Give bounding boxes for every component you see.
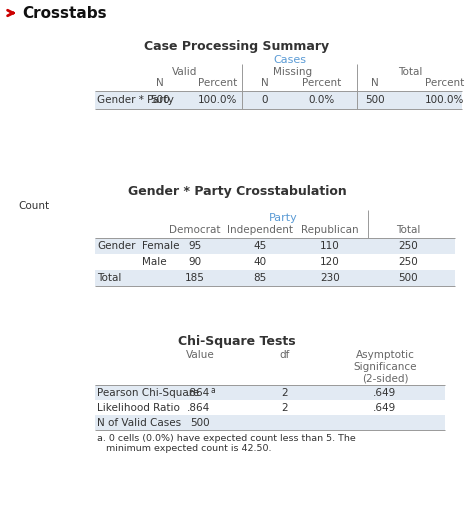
Bar: [95, 385, 445, 400]
Text: 0.0%: 0.0%: [309, 95, 335, 105]
Text: 85: 85: [254, 273, 266, 283]
Text: Total: Total: [97, 273, 121, 283]
Bar: [95, 270, 455, 286]
Bar: [95, 400, 445, 415]
Text: .864: .864: [187, 388, 210, 398]
Text: 90: 90: [189, 257, 201, 267]
Text: N of Valid Cases: N of Valid Cases: [97, 418, 181, 428]
Text: 250: 250: [398, 241, 418, 251]
Text: .649: .649: [374, 403, 397, 413]
Text: 500: 500: [398, 273, 418, 283]
Text: 40: 40: [254, 257, 266, 267]
Text: Male: Male: [142, 257, 167, 267]
Bar: [95, 91, 462, 109]
Bar: [95, 415, 445, 430]
Text: 110: 110: [320, 241, 340, 251]
Text: Independent: Independent: [227, 225, 293, 235]
Text: Pearson Chi-Square: Pearson Chi-Square: [97, 388, 199, 398]
Text: Democrat: Democrat: [169, 225, 221, 235]
Text: Female: Female: [142, 241, 180, 251]
Bar: [95, 254, 455, 270]
Text: 100.0%: 100.0%: [198, 95, 237, 105]
Text: 250: 250: [398, 257, 418, 267]
Text: a: a: [211, 386, 216, 395]
Text: 185: 185: [185, 273, 205, 283]
Text: Total: Total: [398, 67, 422, 77]
Text: 95: 95: [188, 241, 201, 251]
Text: Count: Count: [18, 201, 49, 211]
Text: Gender: Gender: [97, 241, 136, 251]
Text: Percent: Percent: [199, 78, 237, 88]
Text: 500: 500: [150, 95, 170, 105]
Text: Total: Total: [396, 225, 420, 235]
Text: 230: 230: [320, 273, 340, 283]
Text: 0: 0: [262, 95, 268, 105]
Text: 45: 45: [254, 241, 266, 251]
Text: Missing: Missing: [273, 67, 312, 77]
Text: 500: 500: [365, 95, 385, 105]
Text: Case Processing Summary: Case Processing Summary: [145, 40, 329, 53]
Text: a. 0 cells (0.0%) have expected count less than 5. The
   minimum expected count: a. 0 cells (0.0%) have expected count le…: [97, 434, 356, 454]
Bar: [95, 238, 455, 254]
Text: Valid: Valid: [173, 67, 198, 77]
Text: Likelihood Ratio: Likelihood Ratio: [97, 403, 180, 413]
Text: Crosstabs: Crosstabs: [22, 6, 107, 21]
Text: N: N: [371, 78, 379, 88]
Text: N: N: [261, 78, 269, 88]
Text: 500: 500: [191, 418, 210, 428]
Text: N: N: [156, 78, 164, 88]
Text: Cases: Cases: [273, 55, 307, 65]
Text: Asymptotic
Significance
(2-sided): Asymptotic Significance (2-sided): [353, 350, 417, 383]
Text: Percent: Percent: [302, 78, 342, 88]
Text: 100.0%: 100.0%: [425, 95, 465, 105]
Text: Gender * Party: Gender * Party: [97, 95, 174, 105]
Text: 2: 2: [282, 403, 288, 413]
Text: Value: Value: [186, 350, 214, 360]
Text: .649: .649: [374, 388, 397, 398]
Text: Gender * Party Crosstabulation: Gender * Party Crosstabulation: [128, 185, 346, 198]
Text: 2: 2: [282, 388, 288, 398]
Text: Republican: Republican: [301, 225, 359, 235]
Text: df: df: [280, 350, 290, 360]
Text: Percent: Percent: [425, 78, 465, 88]
Text: Party: Party: [269, 213, 297, 223]
Text: Chi-Square Tests: Chi-Square Tests: [178, 335, 296, 348]
Text: 120: 120: [320, 257, 340, 267]
Text: .864: .864: [187, 403, 210, 413]
